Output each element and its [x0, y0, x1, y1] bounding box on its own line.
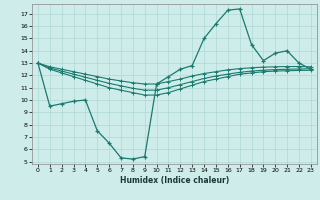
X-axis label: Humidex (Indice chaleur): Humidex (Indice chaleur) [120, 176, 229, 185]
